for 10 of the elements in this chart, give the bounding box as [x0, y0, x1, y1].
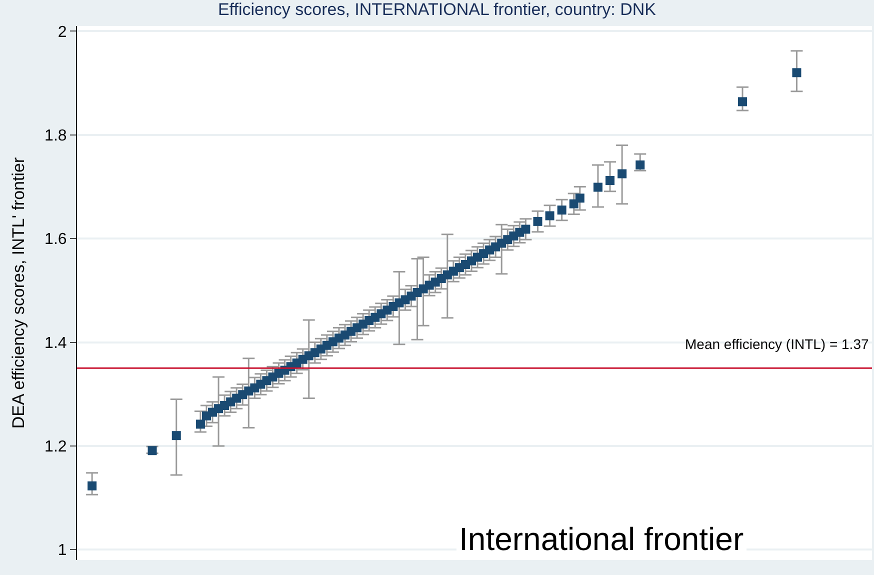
chart-title: Efficiency scores, INTERNATIONAL frontier, country: DNK: [218, 0, 657, 19]
y-tick-label: 1: [58, 542, 67, 560]
y-tick-label: 1.8: [44, 127, 67, 144]
annotation: International frontier: [459, 521, 744, 557]
y-axis-title: DEA efficiency scores, INTL' frontier: [9, 157, 28, 429]
y-tick-label: 1.4: [44, 334, 67, 352]
annotation: Mean efficiency (INTL) = 1.37: [685, 336, 869, 352]
y-tick-label: 1.2: [44, 438, 67, 456]
y-tick-label: 1.6: [44, 231, 67, 248]
y-tick-label: 2: [58, 24, 67, 41]
